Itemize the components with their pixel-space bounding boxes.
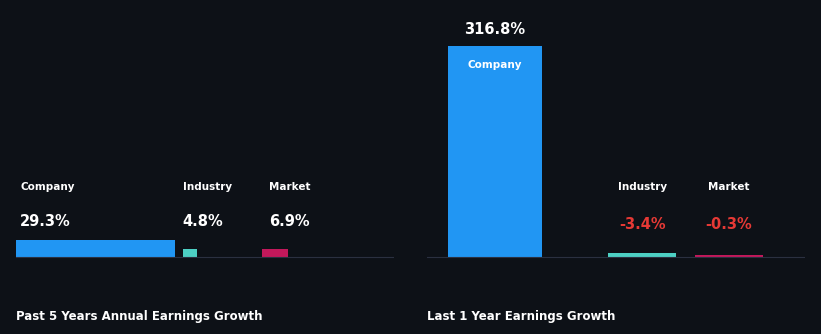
Text: Industry: Industry	[617, 182, 667, 192]
Bar	[16, 240, 175, 257]
Text: 4.8%: 4.8%	[182, 214, 223, 229]
Text: Past 5 Years Annual Earnings Growth: Past 5 Years Annual Earnings Growth	[16, 310, 263, 323]
Bar	[182, 249, 197, 257]
Text: Market: Market	[269, 182, 311, 192]
Text: 29.3%: 29.3%	[21, 214, 71, 229]
Text: 6.9%: 6.9%	[269, 214, 310, 229]
Text: Company: Company	[468, 60, 522, 70]
Bar	[695, 255, 763, 257]
Text: Company: Company	[21, 182, 75, 192]
Text: -3.4%: -3.4%	[619, 216, 666, 231]
Text: 316.8%: 316.8%	[465, 21, 525, 36]
Bar	[262, 249, 288, 257]
Text: -0.3%: -0.3%	[706, 216, 752, 231]
Bar	[608, 254, 677, 257]
Text: Last 1 Year Earnings Growth: Last 1 Year Earnings Growth	[427, 310, 615, 323]
Text: Industry: Industry	[182, 182, 232, 192]
Text: Market: Market	[709, 182, 750, 192]
Bar	[447, 46, 542, 257]
